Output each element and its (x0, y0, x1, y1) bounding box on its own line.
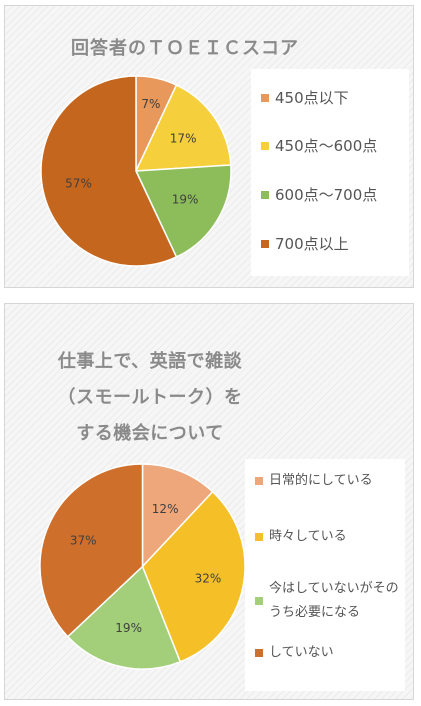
legend-label: 700点以上 (275, 235, 349, 253)
pie-slice-3 (66, 565, 182, 670)
chart-title: 回答者のＴＯＥＩＣスコア (71, 38, 299, 59)
data-label: 19% (172, 193, 199, 207)
data-label: 17% (170, 131, 197, 145)
data-label: 32% (195, 571, 222, 585)
legend-swatch (261, 190, 269, 199)
pie-slice-4 (39, 463, 144, 638)
legend-swatch (255, 477, 263, 485)
legend-label: 日常的にしている (269, 473, 373, 488)
legend-swatch (261, 141, 269, 150)
legend-label: 600点～700点 (275, 186, 378, 204)
legend-item: 今はしていないがそのうち必要になる (255, 577, 404, 625)
legend-item: 時々している (255, 525, 404, 549)
legend-label: 450点～600点 (275, 137, 378, 155)
chart-title-line-3: する機会について (76, 423, 224, 444)
chart-panel-smalltalk: 仕事上で、英語で雑談 （スモールトーク）を する機会について 12% 32% 19%… (4, 303, 414, 700)
chart-title-line-2: （スモールトーク）を (57, 387, 243, 408)
data-label: 19% (115, 621, 142, 635)
pie-slice-1 (141, 463, 214, 569)
legend: 日常的にしている 時々している今はしていないがそのうち必要になるしていない (245, 459, 405, 691)
data-label: 7% (141, 97, 160, 111)
pie-chart-smalltalk: 12% 32% 19% 37% (39, 463, 246, 670)
legend-label: 時々している (269, 529, 347, 544)
legend-swatch (255, 649, 263, 657)
legend-item: 日常的にしている (255, 469, 404, 493)
legend-label: 450点以下 (275, 89, 349, 107)
data-label: 57% (65, 176, 92, 190)
legend-item: 450点以下 (261, 87, 349, 108)
legend-swatch (255, 533, 263, 541)
data-label: 12% (152, 502, 179, 516)
legend-item: 700点以上 (261, 233, 349, 254)
legend-swatch (255, 597, 263, 605)
data-label: 37% (70, 533, 97, 547)
legend-swatch (261, 93, 269, 102)
pie-slice-2 (134, 84, 232, 172)
pie-slice-4 (40, 75, 178, 267)
pie-slice-3 (134, 164, 232, 258)
legend-label: していない (269, 645, 334, 660)
chart-panel-toeic: 回答者のＴＯＥＩＣスコア 7% 17% 19% 57% 450点以下 450点～600点… (4, 5, 414, 288)
pie-slice-2 (141, 490, 246, 663)
legend-label: 今はしていないがそのうち必要になる (269, 581, 399, 620)
pie-chart-toeic: 7% 17% 19% 57% (40, 75, 232, 267)
legend-item: 600点～700点 (261, 184, 377, 205)
chart-title-line-1: 仕事上で、英語で雑談 (57, 351, 243, 372)
legend-swatch (261, 239, 269, 248)
legend: 450点以下 450点～600点 600点～700点 700点以上 (251, 69, 409, 276)
legend-item: していない (255, 641, 404, 665)
legend-item: 450点～600点 (261, 135, 377, 156)
